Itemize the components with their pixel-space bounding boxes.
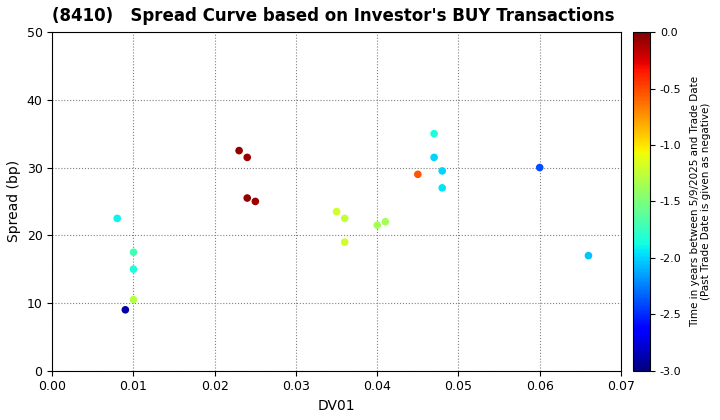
Point bbox=[339, 239, 351, 245]
Point bbox=[428, 130, 440, 137]
Point bbox=[582, 252, 594, 259]
Point bbox=[127, 266, 139, 273]
Y-axis label: Spread (bp): Spread (bp) bbox=[7, 160, 21, 242]
Y-axis label: Time in years between 5/9/2025 and Trade Date
(Past Trade Date is given as negat: Time in years between 5/9/2025 and Trade… bbox=[690, 76, 711, 327]
Point bbox=[127, 249, 139, 256]
Point bbox=[127, 296, 139, 303]
Point bbox=[120, 307, 131, 313]
Point bbox=[250, 198, 261, 205]
Point bbox=[330, 208, 342, 215]
Point bbox=[412, 171, 423, 178]
X-axis label: DV01: DV01 bbox=[318, 399, 356, 413]
Point bbox=[428, 154, 440, 161]
Point bbox=[436, 184, 448, 191]
Point bbox=[233, 147, 245, 154]
Point bbox=[339, 215, 351, 222]
Text: (8410)   Spread Curve based on Investor's BUY Transactions: (8410) Spread Curve based on Investor's … bbox=[53, 7, 615, 25]
Point bbox=[436, 168, 448, 174]
Point bbox=[372, 222, 383, 228]
Point bbox=[241, 154, 253, 161]
Point bbox=[112, 215, 123, 222]
Point bbox=[379, 218, 391, 225]
Point bbox=[534, 164, 546, 171]
Point bbox=[241, 194, 253, 201]
